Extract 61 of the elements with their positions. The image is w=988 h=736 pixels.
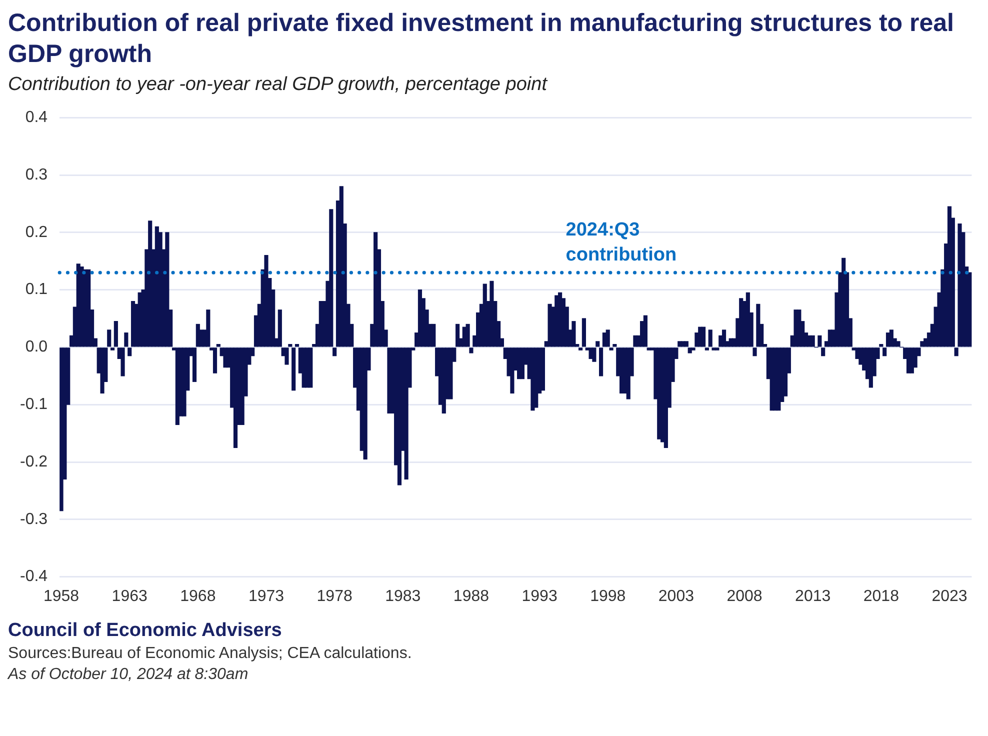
- y-tick-label: 0.3: [25, 166, 48, 184]
- y-tick-label: 0.0: [25, 338, 48, 356]
- bar: [910, 348, 914, 374]
- bar: [264, 255, 268, 347]
- x-tick-label: 2023: [932, 588, 968, 605]
- bar: [510, 348, 514, 394]
- bar: [206, 310, 210, 347]
- bar: [448, 348, 453, 400]
- bar: [810, 335, 815, 347]
- x-tick-label: 1983: [385, 588, 421, 605]
- x-tick-label: 1978: [316, 588, 352, 605]
- bar: [292, 348, 296, 391]
- y-tick-label: -0.4: [20, 568, 48, 586]
- x-tick-label: 1998: [590, 588, 626, 605]
- chart-title: Contribution of real private fixed investment in manufacturing structures to real GDP growth: [8, 8, 955, 70]
- bar: [284, 348, 289, 365]
- y-tick-label: -0.3: [20, 510, 48, 528]
- x-tick-label: 2018: [863, 588, 900, 605]
- bar: [86, 269, 91, 347]
- bar: [165, 232, 170, 347]
- x-tick-label: 2008: [726, 588, 762, 605]
- bar: [722, 330, 726, 347]
- bar: [701, 326, 706, 347]
- source-note: Sources:Bureau of Economic Analysis; CEA calculations.: [8, 645, 413, 663]
- text: Council of Economic Advisers: [8, 620, 283, 642]
- x-tick-label: 1958: [43, 588, 80, 605]
- bar: [896, 341, 900, 347]
- bar: [572, 321, 576, 347]
- y-tick-label: -0.2: [20, 453, 48, 470]
- x-tick-label: 2013: [795, 588, 831, 605]
- y-tick-label: -0.1: [20, 396, 48, 414]
- bar: [520, 348, 524, 380]
- x-tick-label: 2003: [658, 588, 694, 605]
- bar: [889, 330, 894, 347]
- bar: [664, 348, 668, 448]
- bar: [182, 348, 186, 416]
- bar: [797, 310, 802, 347]
- x-tick-label: 1973: [248, 588, 284, 605]
- ref-line-label: 2024:Q3 contribution: [566, 220, 677, 266]
- bar: [582, 318, 586, 347]
- text: As of October 10, 2024 at 8:30am: [8, 666, 250, 684]
- y-tick-label: 0.2: [25, 224, 48, 241]
- bar: [363, 348, 368, 460]
- x-tick-label: 1993: [522, 588, 558, 605]
- bar: [100, 348, 104, 394]
- x-tick-label: 1988: [453, 588, 490, 605]
- bar: [606, 330, 610, 347]
- bar: [482, 284, 487, 347]
- bar: [308, 348, 313, 388]
- bar: [490, 280, 494, 347]
- bar: [212, 348, 218, 374]
- x-tick-label: 1968: [180, 588, 216, 605]
- bar: [404, 348, 408, 480]
- x-tick-label: 1963: [112, 588, 148, 605]
- y-tick-label: 0.4: [25, 109, 48, 126]
- chart-subtitle: Contribution to year -on-year real GDP growth, percentage point: [8, 74, 549, 96]
- bar: [746, 292, 750, 347]
- bar: [643, 315, 648, 347]
- bar: [708, 330, 712, 347]
- y-tick-label: 0.1: [25, 281, 48, 298]
- bar: [680, 341, 686, 347]
